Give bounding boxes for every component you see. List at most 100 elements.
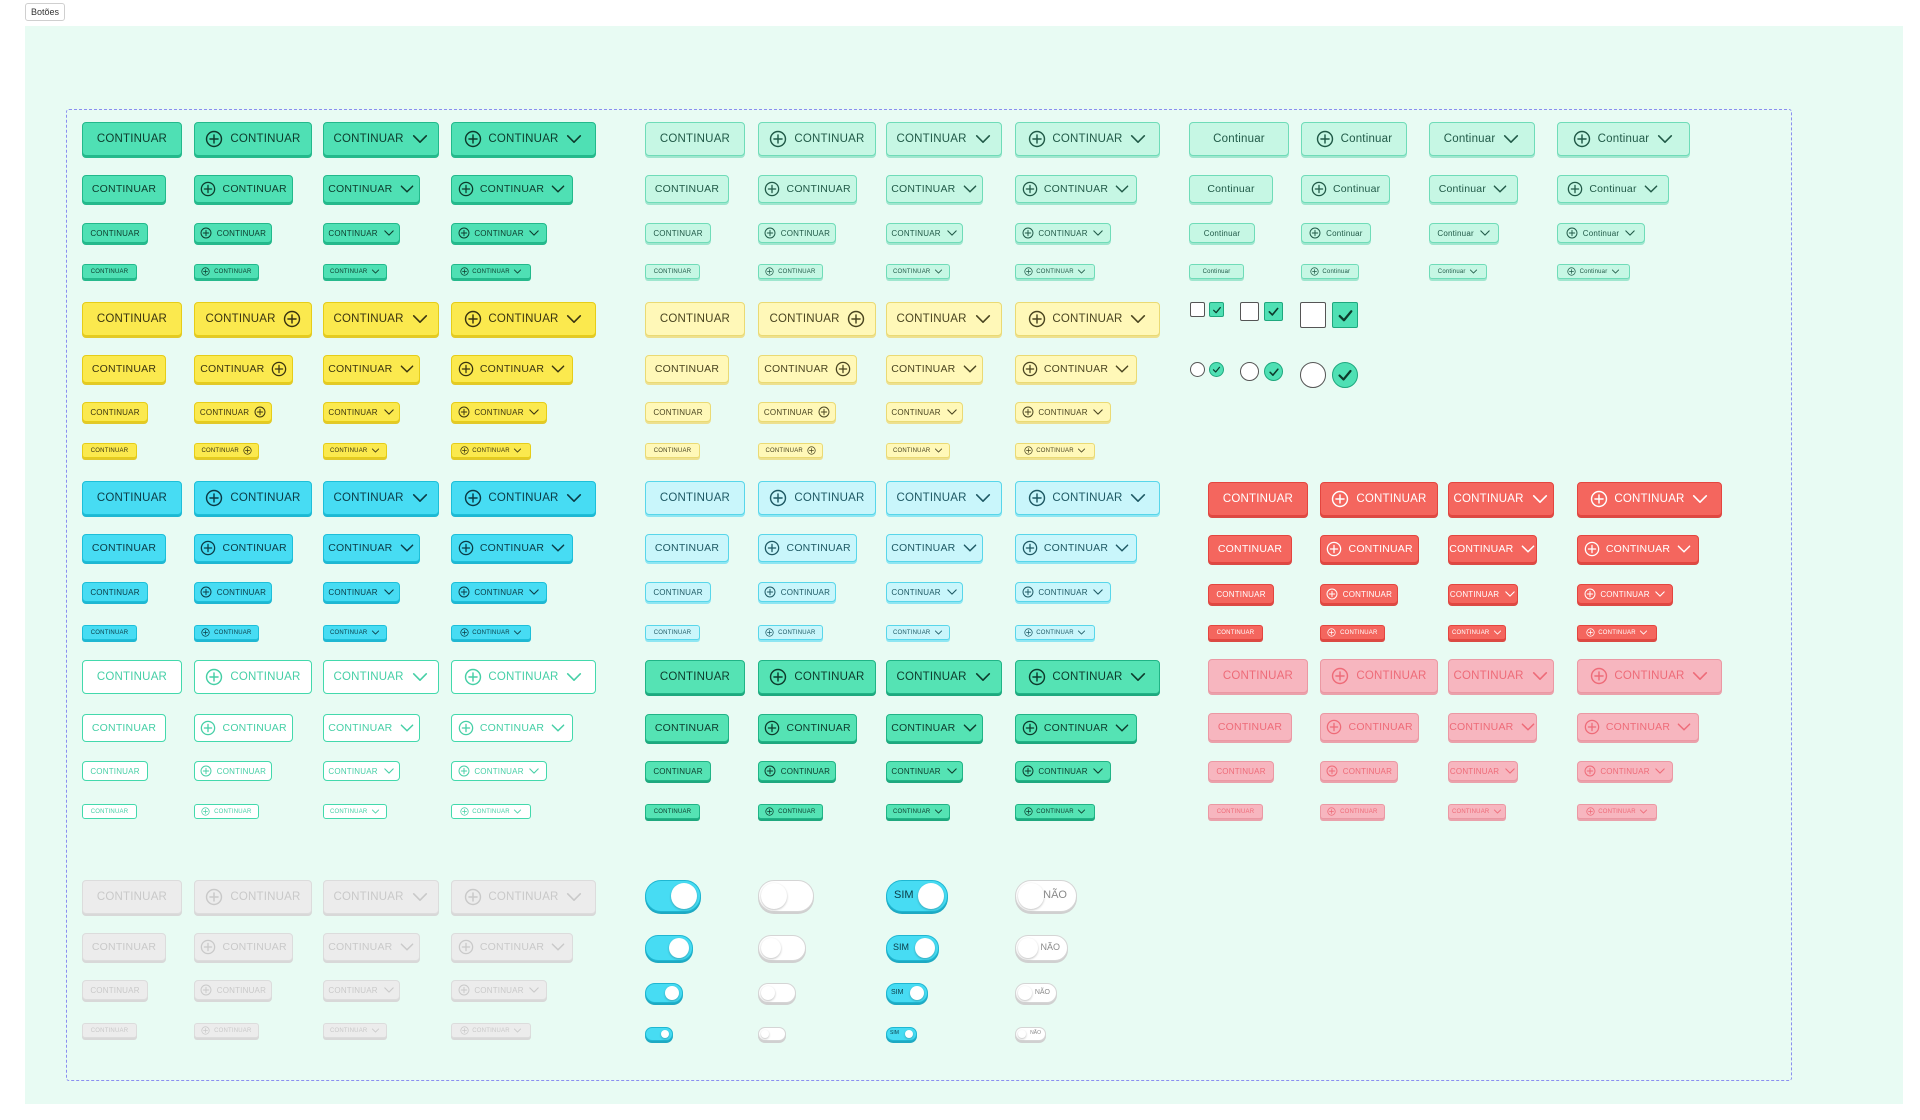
continue-button[interactable]: CONTINUAR — [1577, 713, 1699, 741]
continue-button[interactable]: CONTINUAR — [82, 714, 166, 742]
continue-button[interactable]: CONTINUAR — [645, 761, 711, 781]
continue-button[interactable]: CONTINUAR — [645, 355, 729, 383]
continue-button[interactable]: CONTINUAR — [1015, 660, 1160, 694]
continue-button[interactable]: CONTINUAR — [645, 175, 729, 203]
continue-button[interactable]: CONTINUAR — [82, 481, 182, 515]
toggle-off[interactable]: NÃO — [1015, 880, 1077, 912]
continue-button[interactable]: CONTINUAR — [886, 582, 963, 602]
continue-button[interactable]: Continuar — [1189, 175, 1273, 203]
continue-button[interactable]: CONTINUAR — [758, 175, 857, 203]
continue-button[interactable]: CONTINUAR — [194, 264, 259, 279]
continue-button[interactable]: CONTINUAR — [1448, 659, 1554, 693]
continue-button[interactable]: CONTINUAR — [1577, 482, 1722, 516]
continue-button[interactable]: CONTINUAR — [886, 714, 983, 742]
continue-button[interactable]: CONTINUAR — [323, 625, 387, 640]
continue-button[interactable]: CONTINUAR — [645, 302, 745, 336]
continue-button[interactable]: CONTINUAR — [451, 481, 596, 515]
continue-button[interactable]: CONTINUAR — [1320, 713, 1419, 741]
continue-button[interactable]: CONTINUAR — [758, 223, 836, 243]
continue-button[interactable]: CONTINUAR — [82, 534, 166, 562]
continue-button[interactable]: CONTINUAR — [323, 122, 439, 156]
continue-button[interactable]: CONTINUAR — [194, 355, 293, 383]
continue-button[interactable]: CONTINUAR — [758, 443, 823, 458]
continue-button[interactable]: CONTINUAR — [1577, 625, 1657, 640]
checkbox-unchecked[interactable] — [1190, 302, 1205, 317]
radio-checked[interactable] — [1332, 362, 1358, 388]
continue-button[interactable]: CONTINUAR — [886, 355, 983, 383]
continue-button[interactable]: CONTINUAR — [1448, 713, 1537, 741]
continue-button[interactable]: CONTINUAR — [1015, 402, 1111, 422]
continue-button[interactable]: CONTINUAR — [1320, 482, 1438, 516]
continue-button[interactable]: CONTINUAR — [1577, 804, 1657, 819]
continue-button[interactable]: CONTINUAR — [645, 660, 745, 694]
continue-button[interactable]: CONTINUAR — [82, 804, 137, 819]
continue-button[interactable]: CONTINUAR — [323, 660, 439, 694]
continue-button[interactable]: CONTINUAR — [1448, 584, 1518, 604]
continue-button[interactable]: CONTINUAR — [194, 534, 293, 562]
continue-button[interactable]: CONTINUAR — [323, 264, 387, 279]
continue-button[interactable]: CONTINUAR — [1015, 223, 1111, 243]
continue-button[interactable]: CONTINUAR — [645, 264, 700, 279]
toggle-on[interactable]: SIM — [886, 1027, 917, 1041]
continue-button[interactable]: CONTINUAR — [323, 534, 420, 562]
continue-button[interactable]: CONTINUAR — [194, 660, 312, 694]
toggle-off[interactable] — [758, 880, 814, 912]
continue-button[interactable]: CONTINUAR — [645, 443, 700, 458]
continue-button[interactable]: CONTINUAR — [758, 534, 857, 562]
continue-button[interactable]: Continuar — [1301, 223, 1371, 243]
continue-button[interactable]: CONTINUAR — [758, 302, 876, 336]
continue-button[interactable]: CONTINUAR — [194, 761, 272, 781]
continue-button[interactable]: Continuar — [1189, 223, 1255, 243]
continue-button[interactable]: CONTINUAR — [758, 714, 857, 742]
checkbox-unchecked[interactable] — [1240, 302, 1259, 321]
continue-button[interactable]: CONTINUAR — [1320, 625, 1385, 640]
continue-button[interactable]: CONTINUAR — [1320, 804, 1385, 819]
continue-button[interactable]: CONTINUAR — [1320, 535, 1419, 563]
continue-button[interactable]: Continuar — [1557, 122, 1690, 156]
continue-button[interactable]: CONTINUAR — [194, 402, 272, 422]
toggle-on[interactable] — [645, 880, 701, 912]
continue-button[interactable]: CONTINUAR — [82, 582, 148, 602]
continue-button[interactable]: CONTINUAR — [1320, 659, 1438, 693]
continue-button[interactable]: CONTINUAR — [323, 175, 420, 203]
continue-button[interactable]: Continuar — [1189, 264, 1244, 279]
continue-button[interactable]: CONTINUAR — [886, 223, 963, 243]
continue-button[interactable]: CONTINUAR — [451, 175, 573, 203]
continue-button[interactable]: CONTINUAR — [323, 302, 439, 336]
continue-button[interactable]: CONTINUAR — [886, 122, 1002, 156]
checkbox-checked[interactable] — [1332, 302, 1358, 328]
continue-button[interactable]: CONTINUAR — [194, 481, 312, 515]
continue-button[interactable]: CONTINUAR — [1015, 443, 1095, 458]
continue-button[interactable]: CONTINUAR — [645, 122, 745, 156]
continue-button[interactable]: CONTINUAR — [451, 402, 547, 422]
toggle-off[interactable] — [758, 983, 796, 1003]
toggle-off[interactable]: NÃO — [1015, 1027, 1046, 1041]
continue-button[interactable]: CONTINUAR — [1208, 625, 1263, 640]
continue-button[interactable]: Continuar — [1429, 175, 1518, 203]
continue-button[interactable]: CONTINUAR — [82, 402, 148, 422]
continue-button[interactable]: CONTINUAR — [1448, 535, 1537, 563]
checkbox-unchecked[interactable] — [1300, 302, 1326, 328]
continue-button[interactable]: CONTINUAR — [194, 443, 259, 458]
continue-button[interactable]: Continuar — [1301, 264, 1359, 279]
continue-button[interactable]: CONTINUAR — [1208, 535, 1292, 563]
continue-button[interactable]: CONTINUAR — [758, 355, 857, 383]
continue-button[interactable]: CONTINUAR — [1208, 482, 1308, 516]
continue-button[interactable]: Continuar — [1557, 264, 1630, 279]
continue-button[interactable]: CONTINUAR — [758, 582, 836, 602]
continue-button[interactable]: CONTINUAR — [82, 761, 148, 781]
continue-button[interactable]: CONTINUAR — [758, 625, 823, 640]
radio-unchecked[interactable] — [1300, 362, 1326, 388]
toggle-on[interactable]: SIM — [886, 983, 928, 1003]
continue-button[interactable]: CONTINUAR — [886, 402, 963, 422]
toggle-off[interactable]: NÃO — [1015, 983, 1057, 1003]
continue-button[interactable]: CONTINUAR — [194, 122, 312, 156]
continue-button[interactable]: CONTINUAR — [1577, 535, 1699, 563]
continue-button[interactable]: CONTINUAR — [1015, 804, 1095, 819]
continue-button[interactable]: CONTINUAR — [451, 625, 531, 640]
continue-button[interactable]: CONTINUAR — [886, 175, 983, 203]
toggle-on[interactable]: SIM — [886, 935, 939, 961]
continue-button[interactable]: CONTINUAR — [886, 443, 950, 458]
continue-button[interactable]: CONTINUAR — [1015, 714, 1137, 742]
continue-button[interactable]: CONTINUAR — [1015, 481, 1160, 515]
